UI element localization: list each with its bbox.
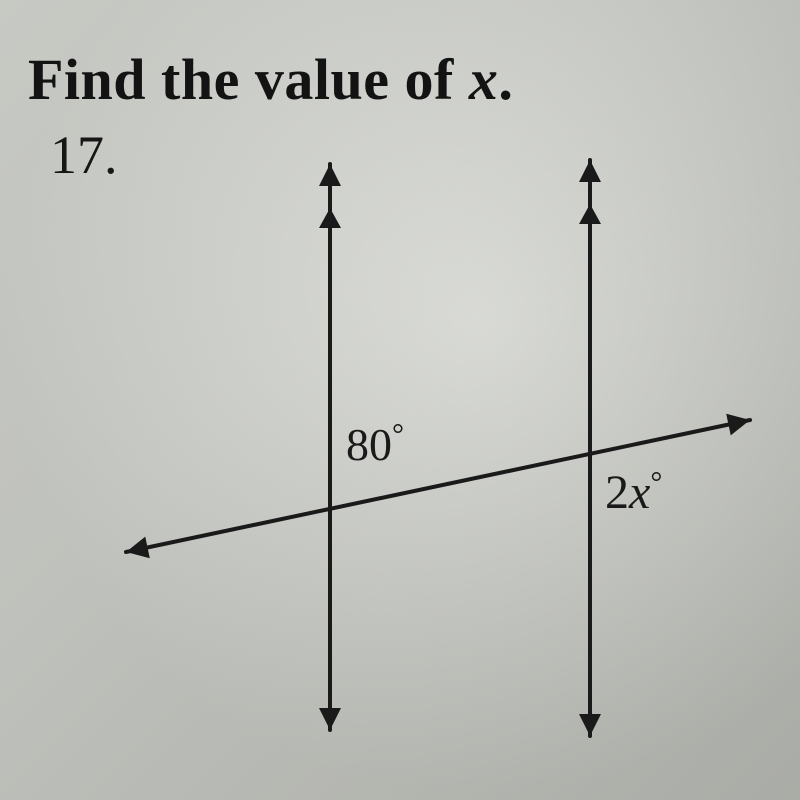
diagram-lines — [126, 160, 750, 736]
angle-80-degree: ° — [392, 418, 404, 451]
angle-2x-coeff: 2 — [605, 466, 629, 519]
geometry-diagram: 80° 2x° — [70, 130, 770, 770]
angle-2x-var: x — [628, 466, 650, 519]
angle-2x-label: 2x° — [605, 466, 662, 519]
heading-variable: x — [469, 47, 499, 112]
parallel-tick-marks — [319, 204, 601, 228]
angle-80-value: 80 — [346, 419, 392, 470]
heading-prefix: Find the value of — [28, 47, 469, 112]
diagram-arrowheads — [126, 160, 750, 736]
angle-80-label: 80° — [346, 418, 404, 470]
worksheet-page: Find the value of x. 17. 80° 2x° — [0, 0, 800, 800]
question-heading: Find the value of x. — [28, 46, 513, 113]
heading-suffix: . — [498, 47, 513, 112]
angle-2x-degree: ° — [650, 466, 662, 499]
